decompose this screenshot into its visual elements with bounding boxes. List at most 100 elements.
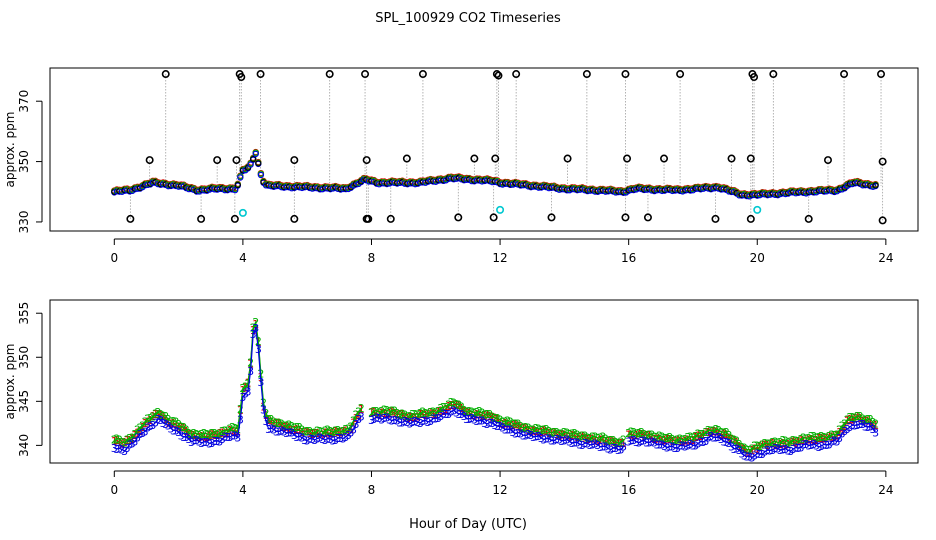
series-marker-2: 2 [517,420,524,433]
series-marker-2: 2 [687,431,694,444]
series-marker-2: 2 [142,415,149,428]
series-marker-3: 3 [504,423,511,436]
series-marker-3: 3 [425,416,432,429]
series-marker-2: 2 [581,430,588,443]
series-marker-1: 1 [553,428,560,441]
series-marker-1: 1 [126,434,133,447]
series-marker-2: 2 [813,432,820,445]
series-marker-3: 3 [592,437,599,450]
series-marker-3: 3 [705,432,712,445]
series-marker-3: 3 [489,417,496,430]
series-marker-2: 2 [414,408,421,421]
series-marker-1: 1 [473,408,480,421]
series-marker-1: 1 [203,431,210,444]
series-marker-1: 1 [391,407,398,420]
series-marker-3: 3 [255,343,262,356]
outlier-point [361,70,370,79]
series-marker-3: 3 [777,444,784,457]
series-marker-3: 3 [144,422,151,435]
series-marker-3: 3 [641,435,648,448]
series-marker-1: 1 [815,432,822,445]
outlier-point [402,154,411,163]
series-marker-3: 3 [152,417,159,430]
series-marker-3: 3 [839,427,846,440]
series-marker-3: 3 [414,416,421,429]
series-marker-3: 3 [666,441,673,454]
series-marker-3: 3 [651,436,658,449]
series-marker-3: 3 [574,436,581,449]
outlier-point [489,213,498,222]
series-marker-1: 1 [306,427,313,440]
series-marker-2: 2 [720,426,727,439]
series-marker-2: 2 [185,427,192,440]
series-marker-2: 2 [710,424,717,437]
baseline-point-raw [255,160,262,167]
series-marker-3: 3 [291,429,298,442]
series-marker-3: 3 [476,415,483,428]
series-marker-2: 2 [412,408,419,421]
series-marker-1: 1 [566,431,573,444]
series-marker-1: 1 [167,417,174,430]
series-marker-3: 3 [340,432,347,445]
series-marker-3: 3 [810,438,817,451]
series-marker-1: 1 [587,432,594,445]
series-marker-1: 1 [304,425,311,438]
series-marker-1: 1 [569,429,576,442]
series-marker-2: 2 [404,410,411,423]
series-marker-1: 1 [281,421,288,434]
series-marker-1: 1 [651,433,658,446]
series-marker-3: 3 [813,439,820,452]
series-marker-3: 3 [785,444,792,457]
series-marker-3: 3 [659,438,666,451]
series-marker-3: 3 [381,412,388,425]
series-marker-3: 3 [332,434,339,447]
series-marker-2: 2 [857,410,864,423]
series-marker-1: 1 [504,417,511,430]
series-marker-3: 3 [435,412,442,425]
series-marker-2: 2 [826,430,833,443]
series-marker-1: 1 [723,429,730,442]
series-marker-3: 3 [815,441,822,454]
series-marker-3: 3 [566,435,573,448]
series-marker-1: 1 [509,419,516,432]
series-marker-2: 2 [373,405,380,418]
series-marker-2: 2 [252,316,259,329]
series-marker-1: 1 [484,408,491,421]
outlier-point [769,70,778,79]
series-marker-2: 2 [764,438,771,451]
series-marker-2: 2 [131,428,138,441]
series-marker-1: 1 [551,426,558,439]
series-marker-1: 1 [633,429,640,442]
outlier-point [750,73,759,82]
series-marker-2: 2 [841,417,848,430]
series-marker-2: 2 [147,412,154,425]
series-marker-1: 1 [839,424,846,437]
series-marker-3: 3 [648,435,655,448]
series-marker-2: 2 [322,425,329,438]
series-marker-2: 2 [301,425,308,438]
series-marker-1: 1 [669,435,676,448]
series-marker-2: 2 [754,439,761,452]
flagged-point [753,205,762,214]
series-marker-1: 1 [270,417,277,430]
x-tick-label: 8 [368,483,376,497]
outlier-point [823,156,832,165]
series-marker-3: 3 [129,437,136,450]
series-marker-2: 2 [232,422,239,435]
series-marker-3: 3 [245,385,252,398]
series-marker-2: 2 [859,412,866,425]
series-marker-2: 2 [803,432,810,445]
series-marker-2: 2 [592,431,599,444]
series-marker-1: 1 [373,408,380,421]
series-marker-2: 2 [872,418,879,431]
y-axis-label: approx. ppm [3,112,17,188]
series-marker-1: 1 [805,434,812,447]
series-marker-1: 1 [221,428,228,441]
series-marker-3: 3 [175,426,182,439]
series-marker-2: 2 [368,407,375,420]
series-marker-3: 3 [260,404,267,417]
series-marker-3: 3 [520,429,527,442]
series-marker-1: 1 [137,425,144,438]
series-marker-3: 3 [764,444,771,457]
series-marker-2: 2 [553,426,560,439]
